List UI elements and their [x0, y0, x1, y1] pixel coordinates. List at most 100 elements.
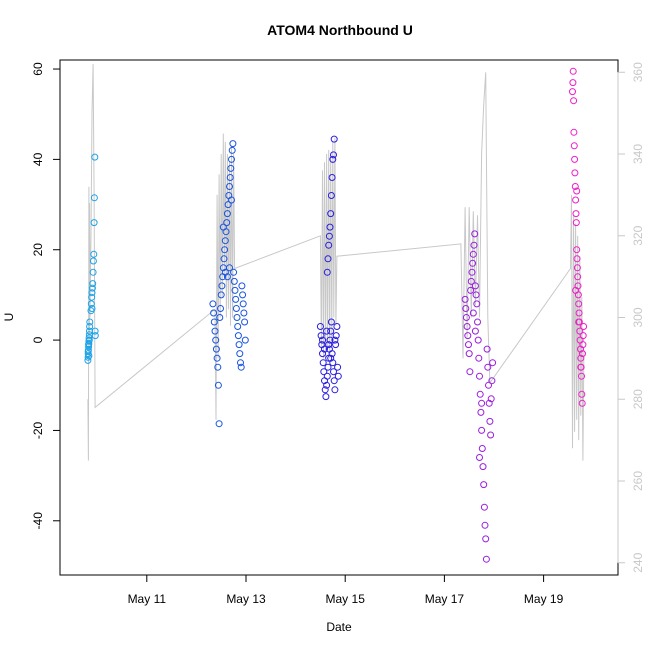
x-axis: May 11 May 13 May 15 May 17 May 19: [128, 574, 564, 606]
data-point: [228, 146, 236, 154]
data-point: [570, 142, 578, 150]
data-point: [239, 291, 247, 299]
data-point: [320, 368, 328, 376]
y-tick-label: 40: [31, 152, 45, 166]
data-point: [85, 341, 93, 349]
data-point: [91, 332, 99, 340]
data-point: [317, 332, 325, 340]
data-point: [319, 350, 326, 358]
data-point: [485, 381, 492, 389]
data-point: [464, 332, 472, 340]
data-point: [325, 354, 333, 362]
data-point: [221, 246, 229, 254]
data-point: [331, 336, 339, 344]
data-point: [323, 372, 331, 380]
y-tick-label: -40: [31, 512, 45, 530]
data-point: [231, 286, 239, 294]
data-point: [468, 268, 476, 276]
data-point: [573, 187, 581, 195]
data-point: [90, 250, 98, 258]
depth-line: [87, 64, 585, 461]
data-point: [226, 264, 233, 272]
data-point: [226, 174, 234, 181]
data-point: [232, 295, 240, 303]
data-point: [227, 164, 235, 172]
data-point: [330, 135, 338, 143]
data-point: [219, 223, 227, 231]
data-point: [572, 286, 580, 294]
data-point: [471, 230, 479, 238]
y-tick-label: 60: [31, 62, 45, 76]
data-point: [476, 390, 484, 398]
data-point: [87, 300, 95, 308]
data-point: [323, 327, 331, 335]
data-point: [218, 282, 226, 290]
data-point: [578, 399, 586, 407]
data-point: [88, 289, 96, 297]
right-y-tick-label: 300: [631, 307, 645, 327]
y-axis: -40 -20 0 20 40 60: [31, 62, 61, 530]
data-point: [571, 155, 579, 163]
data-point: [217, 291, 225, 299]
data-point: [224, 201, 232, 209]
data-point: [90, 219, 98, 227]
data-point: [472, 291, 480, 299]
data-point: [241, 318, 249, 326]
data-point: [229, 140, 237, 148]
data-point: [488, 377, 496, 385]
data-point: [463, 323, 471, 330]
data-point: [467, 277, 475, 285]
data-point: [85, 334, 93, 342]
y-axis-label: U: [2, 313, 16, 322]
data-point: [226, 183, 233, 190]
data-point: [485, 399, 493, 407]
data-point: [467, 286, 475, 294]
data-point: [330, 151, 337, 159]
data-point: [86, 318, 94, 326]
data-point: [233, 314, 241, 321]
data-point: [319, 336, 326, 344]
data-point: [478, 426, 486, 434]
data-point: [572, 196, 580, 204]
data-point: [327, 327, 335, 335]
data-point: [88, 293, 96, 301]
data-point: [325, 241, 333, 249]
x-axis-label: Date: [326, 620, 352, 634]
data-point: [579, 350, 586, 358]
data-point: [483, 345, 491, 353]
data-point: [221, 268, 229, 276]
data-point: [327, 354, 335, 362]
data-point: [577, 354, 585, 362]
data-point: [326, 223, 334, 231]
data-point: [91, 327, 99, 335]
data-point: [482, 555, 490, 563]
y-tick-label: 20: [31, 243, 45, 257]
data-point: [327, 192, 335, 199]
data-point: [330, 377, 338, 385]
data-point: [89, 280, 97, 288]
chart-title: ATOM4 Northbound U: [267, 22, 413, 38]
data-point: [328, 350, 336, 358]
data-point: [569, 67, 577, 75]
data-point: [480, 503, 488, 511]
scatter-series: [84, 67, 588, 563]
data-point: [578, 390, 586, 398]
right-y-tick-label: 240: [631, 552, 645, 572]
data-point: [211, 327, 219, 335]
data-point: [578, 372, 585, 380]
data-point: [329, 359, 337, 367]
data-point: [334, 363, 342, 371]
data-point: [324, 363, 332, 371]
data-point: [333, 323, 341, 330]
data-point: [88, 305, 96, 312]
y-tick-label: -20: [31, 421, 45, 439]
data-point: [216, 314, 224, 321]
data-point: [326, 336, 334, 344]
data-point: [212, 345, 220, 353]
data-point: [212, 336, 220, 344]
data-point: [465, 350, 473, 358]
data-point: [570, 128, 578, 136]
data-point: [230, 277, 238, 285]
data-point: [223, 210, 231, 218]
data-point: [330, 368, 337, 376]
